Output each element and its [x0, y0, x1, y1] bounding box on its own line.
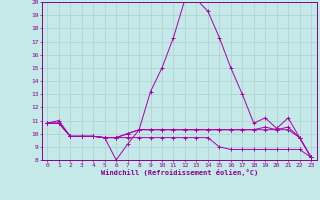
X-axis label: Windchill (Refroidissement éolien,°C): Windchill (Refroidissement éolien,°C) [100, 169, 258, 176]
